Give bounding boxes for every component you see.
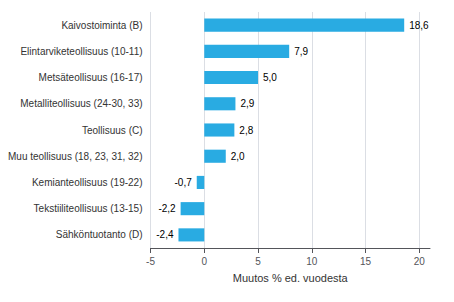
svg-text:5: 5 [255, 256, 261, 267]
svg-text:-5: -5 [146, 256, 155, 267]
svg-text:2,0: 2,0 [231, 151, 245, 162]
svg-text:5,0: 5,0 [263, 72, 277, 83]
svg-text:18,6: 18,6 [409, 20, 429, 31]
svg-text:Teollisuus (C): Teollisuus (C) [82, 125, 143, 136]
svg-text:Muutos % ed. vuodesta: Muutos % ed. vuodesta [233, 272, 349, 284]
svg-text:Kaivostoiminta (B): Kaivostoiminta (B) [61, 20, 142, 31]
svg-text:10: 10 [306, 256, 318, 267]
svg-text:-2,2: -2,2 [158, 203, 176, 214]
svg-text:-2,4: -2,4 [156, 229, 174, 240]
svg-text:-0,7: -0,7 [175, 177, 193, 188]
svg-text:15: 15 [360, 256, 372, 267]
svg-text:Metalliteollisuus (24-30, 33): Metalliteollisuus (24-30, 33) [20, 98, 142, 109]
svg-text:20: 20 [414, 256, 426, 267]
svg-text:Elintarviketeollisuus (10-11): Elintarviketeollisuus (10-11) [20, 46, 142, 57]
svg-text:Sähköntuotanto (D): Sähköntuotanto (D) [56, 229, 143, 240]
svg-text:2,8: 2,8 [239, 125, 253, 136]
svg-text:7,9: 7,9 [294, 46, 308, 57]
svg-text:Tekstiiliteollisuus (13-15): Tekstiiliteollisuus (13-15) [34, 203, 143, 214]
svg-text:0: 0 [201, 256, 207, 267]
svg-text:Kemianteollisuus (19-22): Kemianteollisuus (19-22) [32, 177, 143, 188]
svg-text:2,9: 2,9 [240, 98, 254, 109]
svg-text:Metsäteollisuus (16-17): Metsäteollisuus (16-17) [39, 72, 143, 83]
svg-text:Muu teollisuus (18, 23, 31, 32: Muu teollisuus (18, 23, 31, 32) [8, 151, 143, 162]
